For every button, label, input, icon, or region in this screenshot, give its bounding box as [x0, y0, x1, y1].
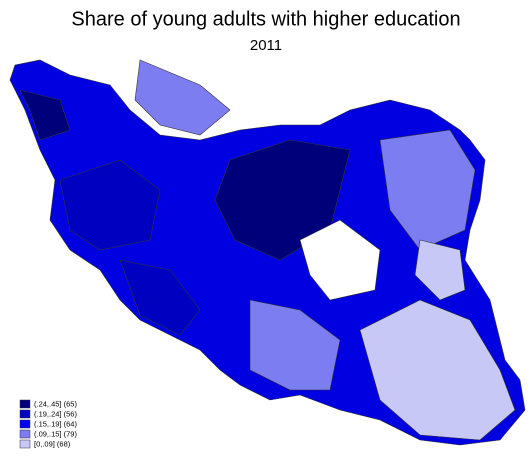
legend-label: [0,.09] (68) — [34, 439, 71, 448]
legend-swatch — [19, 409, 31, 419]
region — [249, 299, 341, 391]
iran-map — [9, 59, 526, 446]
region — [59, 159, 161, 251]
region — [299, 219, 381, 301]
legend-label: (.24,.45] (65) — [34, 399, 77, 408]
legend-label: (.19,.24] (56) — [34, 409, 77, 418]
region — [19, 89, 71, 141]
map-subtitle: 2011 — [250, 37, 282, 54]
map-title: Share of young adults with higher educat… — [71, 8, 460, 30]
region — [119, 259, 201, 336]
legend-label: (.09,.15] (79) — [34, 429, 77, 438]
region — [379, 129, 476, 251]
region — [359, 299, 516, 441]
region — [414, 239, 466, 301]
region — [134, 59, 231, 136]
legend-swatch — [19, 419, 31, 429]
legend: (.24,.45] (65)(.19,.24] (56)(.15,.19] (6… — [19, 399, 77, 449]
legend-swatch — [19, 429, 31, 439]
legend-label: (.15,.19] (64) — [34, 419, 77, 428]
legend-swatch — [19, 439, 31, 449]
legend-swatch — [19, 399, 31, 409]
